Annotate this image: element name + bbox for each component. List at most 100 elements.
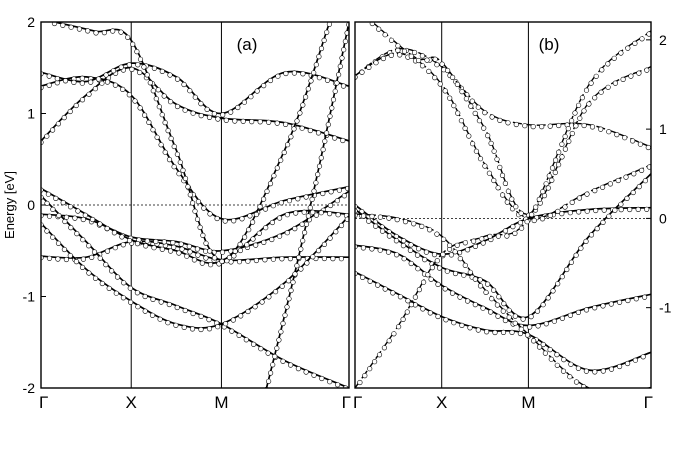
band-point-a-1 <box>203 255 209 261</box>
band-point-b-1 <box>465 247 471 253</box>
band-point-a-5 <box>333 229 339 235</box>
band-point-b-2 <box>393 238 400 244</box>
band-point-a-7 <box>345 185 349 192</box>
band-point-b-2 <box>545 295 551 301</box>
band-point-a-3 <box>104 225 110 232</box>
band-point-b-3 <box>502 317 509 324</box>
band-point-a-4 <box>319 375 325 382</box>
band-point-b-5 <box>497 117 503 123</box>
band-point-b-7 <box>459 88 465 95</box>
band-point-b-4 <box>632 357 639 363</box>
band-point-a-9 <box>51 22 58 27</box>
band-point-a-9 <box>226 254 233 261</box>
band-point-b-8 <box>425 272 431 278</box>
band-line-b-1 <box>355 204 651 255</box>
band-point-b-2 <box>612 207 618 213</box>
band-point-b-2 <box>373 223 379 229</box>
band-point-b-6 <box>455 110 461 116</box>
band-point-a-10 <box>294 263 300 269</box>
band-point-b-8 <box>572 110 578 116</box>
band-point-a-4 <box>166 301 172 308</box>
band-point-b-2 <box>379 228 386 234</box>
band-point-b-2 <box>573 252 579 258</box>
band-point-a-9 <box>291 126 297 132</box>
band-point-a-5 <box>106 285 112 292</box>
band-point-a-9 <box>60 22 66 28</box>
band-point-b-1 <box>416 246 422 252</box>
band-point-a-10 <box>280 320 286 327</box>
band-point-a-5 <box>304 260 310 266</box>
band-point-a-8 <box>46 73 52 79</box>
band-point-a-8 <box>275 73 281 79</box>
band-point-b-2 <box>491 287 497 293</box>
band-point-b-4 <box>608 366 615 372</box>
band-point-a-6 <box>155 87 161 93</box>
band-point-b-1 <box>401 238 407 244</box>
band-line-a-9 <box>54 22 331 261</box>
band-point-a-9 <box>130 41 136 47</box>
band-point-a-6 <box>190 110 196 116</box>
band-point-b-2 <box>414 252 421 258</box>
band-point-a-5 <box>73 259 79 265</box>
band-point-a-7 <box>154 134 160 140</box>
band-point-b-6 <box>470 141 476 147</box>
band-point-b-2 <box>501 301 507 307</box>
band-point-b-3 <box>583 307 590 313</box>
band-point-b-4 <box>397 294 404 300</box>
band-point-b-7 <box>463 96 470 102</box>
band-point-a-1 <box>171 244 177 250</box>
band-point-b-2 <box>568 259 575 265</box>
band-point-b-4 <box>561 357 567 363</box>
band-point-b-2 <box>564 266 570 273</box>
band-point-a-6 <box>55 121 62 127</box>
band-point-a-7 <box>295 196 301 202</box>
band-point-b-1 <box>635 206 641 212</box>
band-point-a-3 <box>176 250 182 256</box>
panel-label: (b) <box>539 35 560 54</box>
band-point-b-6 <box>447 95 453 101</box>
band-point-a-9 <box>187 192 193 198</box>
band-point-b-2 <box>452 270 459 277</box>
band-point-a-9 <box>311 70 317 76</box>
band-point-b-9 <box>530 338 537 344</box>
band-point-a-9 <box>257 204 263 210</box>
band-point-b-3 <box>608 301 614 307</box>
band-point-b-8 <box>568 118 575 124</box>
band-point-a-4 <box>258 346 264 352</box>
band-point-b-8 <box>408 302 415 308</box>
band-point-a-9 <box>250 219 256 225</box>
band-point-b-8 <box>562 133 568 140</box>
band-point-b-6 <box>388 52 394 59</box>
band-point-a-5 <box>142 308 148 314</box>
band-point-b-9 <box>554 362 560 368</box>
band-point-b-4 <box>390 290 396 296</box>
band-point-b-7 <box>476 118 483 124</box>
band-point-a-4 <box>198 313 204 320</box>
band-point-a-3 <box>134 241 141 247</box>
band-point-a-9 <box>318 45 325 52</box>
band-point-a-3 <box>97 221 103 227</box>
band-line-a-2 <box>41 190 349 252</box>
band-point-a-7 <box>142 112 148 118</box>
band-point-a-4 <box>335 382 341 388</box>
band-point-a-10 <box>337 63 343 69</box>
band-point-b-3 <box>435 281 441 288</box>
band-point-a-9 <box>297 110 303 116</box>
band-point-b-2 <box>528 314 534 320</box>
band-point-b-9 <box>411 221 417 227</box>
band-point-a-5 <box>189 326 196 332</box>
band-point-a-4 <box>311 372 317 378</box>
band-point-a-1 <box>63 256 69 263</box>
band-point-a-3 <box>126 238 133 244</box>
band-point-a-1 <box>120 242 126 248</box>
band-point-b-4 <box>405 298 411 304</box>
band-point-a-9 <box>162 119 168 126</box>
band-point-a-6 <box>61 114 67 121</box>
band-point-a-5 <box>120 295 126 301</box>
band-point-b-8 <box>546 173 552 179</box>
band-point-b-8 <box>559 141 565 147</box>
band-point-b-2 <box>512 313 518 319</box>
band-point-a-5 <box>238 313 244 319</box>
band-point-b-8 <box>552 157 559 163</box>
band-point-b-3 <box>360 245 367 251</box>
